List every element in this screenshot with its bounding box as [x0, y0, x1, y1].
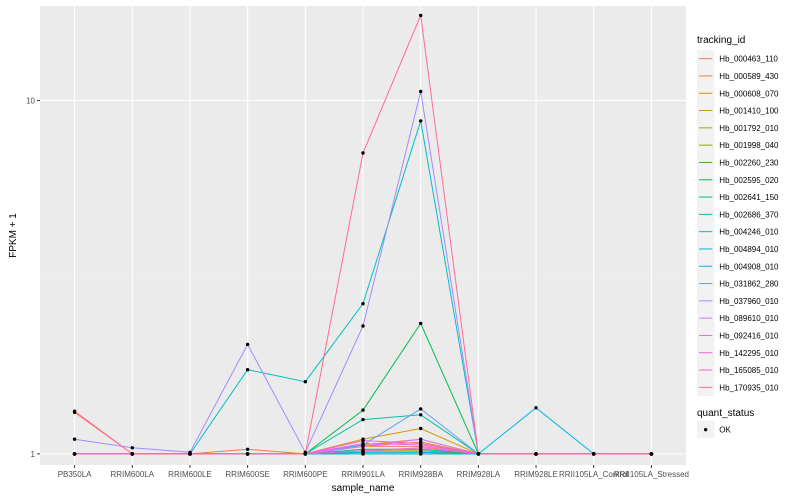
data-point-Hb_170935_010-RRIM928LE: [534, 452, 538, 456]
data-point-Hb_037960_010-RRIM928BA: [419, 89, 423, 94]
x-tick-label: RRII105LA_Control: [559, 470, 629, 479]
legend-label-Hb_002686_370: Hb_002686_370: [719, 210, 779, 219]
x-tick-label: RRIM901LA: [341, 470, 385, 479]
x-tick-label: RRIM600LA: [110, 470, 154, 479]
data-point-Hb_165085_010-RRIM928BA: [419, 441, 423, 446]
data-point-Hb_002595_020-RRIM901LA: [361, 408, 365, 412]
data-point-Hb_170935_010-RRIM600LA: [130, 452, 134, 456]
legend-label-Hb_002260_230: Hb_002260_230: [719, 158, 779, 167]
data-point-Hb_170935_010-RRIM928LA: [476, 452, 481, 456]
data-point-Hb_092416_010-RRIM901LA: [361, 441, 365, 446]
legend-label-Hb_089610_010: Hb_089610_010: [719, 314, 779, 323]
data-point-Hb_037960_010-RRIM600LA: [130, 446, 134, 450]
y-axis-title: FPKM + 1: [8, 213, 19, 258]
data-point-Hb_170935_010-RRIM600PE: [303, 452, 307, 456]
legend-label-Hb_170935_010: Hb_170935_010: [719, 383, 779, 392]
data-point-Hb_165085_010-PB350LA: [72, 452, 77, 456]
data-point-Hb_004894_010-RRIM928LE: [534, 406, 538, 410]
legend-label-Hb_000608_070: Hb_000608_070: [719, 89, 779, 98]
x-tick-label: RRII105LA_Stressed: [614, 470, 689, 479]
x-axis-title: sample_name: [332, 483, 395, 494]
data-point-Hb_170935_010-RRII105LA_Control: [592, 452, 596, 456]
data-point-Hb_170935_010-RRIM600LE: [188, 452, 192, 456]
data-point-Hb_004246_010-RRIM901LA: [361, 302, 365, 306]
data-point-Hb_037960_010-RRIM901LA: [361, 324, 365, 328]
data-point-Hb_002686_370-RRIM928BA: [419, 413, 423, 417]
legend-label-Hb_004246_010: Hb_004246_010: [719, 228, 779, 237]
shape-legend-point: [703, 427, 708, 432]
legend-label-Hb_092416_010: Hb_092416_010: [719, 331, 779, 340]
legend-label-Hb_142295_010: Hb_142295_010: [719, 349, 779, 358]
x-tick-label: RRIM928LA: [457, 470, 501, 479]
legend-title: tracking_id: [697, 35, 745, 46]
x-tick-label: RRIM928BA: [398, 470, 443, 479]
shape-legend-title: quant_status: [697, 408, 754, 419]
data-point-Hb_142295_010-RRIM901LA: [361, 449, 365, 453]
legend-label-Hb_000589_430: Hb_000589_430: [719, 72, 779, 81]
data-point-Hb_037960_010-RRIM600SE: [245, 342, 250, 347]
data-point-Hb_000589_430-RRIM600SE: [245, 447, 250, 451]
data-point-Hb_004908_010-RRIM928BA: [419, 450, 423, 454]
data-point-Hb_142295_010-RRIM928BA: [419, 446, 423, 450]
y-axis: 1 10: [26, 96, 40, 459]
data-point-Hb_170935_010-RRIM928BA: [419, 13, 423, 18]
y-tick-label: 10: [26, 96, 35, 105]
data-points: [72, 13, 654, 456]
x-tick-label: RRIM600LE: [168, 470, 212, 479]
x-axis: PB350LA RRIM600LA RRIM600LE RRIM600SE RRIM60…: [58, 465, 689, 479]
data-point-Hb_037960_010-PB350LA: [72, 437, 77, 441]
legend-label-Hb_001792_010: Hb_001792_010: [719, 124, 779, 133]
data-point-Hb_031862_280-RRIM928BA: [419, 407, 423, 411]
shape-legend-label: OK: [719, 426, 731, 435]
data-point-Hb_089610_010-RRIM901LA: [361, 444, 365, 449]
x-tick-label: PB350LA: [58, 470, 92, 479]
legend-label-Hb_165085_010: Hb_165085_010: [719, 366, 779, 375]
data-point-Hb_000608_070-RRIM928BA: [419, 426, 423, 431]
data-point-Hb_004246_010-RRIM928BA: [419, 119, 423, 123]
legend-label-Hb_002641_150: Hb_002641_150: [719, 193, 779, 202]
data-point-Hb_004246_010-RRIM600SE: [245, 368, 250, 372]
legend-label-Hb_002595_020: Hb_002595_020: [719, 176, 779, 185]
legend-label-Hb_004894_010: Hb_004894_010: [719, 245, 779, 254]
data-point-Hb_165085_010-RRIM901LA: [361, 438, 365, 443]
legend-label-Hb_001998_040: Hb_001998_040: [719, 141, 779, 150]
legend-label-Hb_004908_010: Hb_004908_010: [719, 262, 779, 271]
data-point-Hb_002595_020-RRIM928BA: [419, 321, 423, 326]
data-point-Hb_002686_370-RRIM901LA: [361, 417, 365, 422]
x-tick-label: RRIM928LE: [514, 470, 558, 479]
data-point-Hb_004246_010-RRIM600PE: [303, 380, 307, 384]
legend-label-Hb_000463_110: Hb_000463_110: [719, 55, 778, 64]
legend-label-Hb_037960_010: Hb_037960_010: [719, 297, 779, 306]
legend-tracking-id: tracking_id Hb_000463_110 Hb_000589_430 Hb…: [697, 35, 779, 396]
x-tick-label: RRIM600PE: [283, 470, 327, 479]
x-tick-label: RRIM600SE: [225, 470, 269, 479]
data-point-Hb_170935_010-RRII105LA_Stressed: [649, 452, 654, 456]
legend-quant-status: quant_status OK: [697, 408, 754, 439]
data-point-Hb_170935_010-PB350LA: [72, 409, 77, 413]
legend-label-Hb_031862_280: Hb_031862_280: [719, 280, 779, 289]
data-point-Hb_089610_010-RRIM928BA: [419, 437, 423, 441]
legend-label-Hb_001410_100: Hb_001410_100: [719, 107, 779, 116]
data-point-Hb_170935_010-RRIM600SE: [245, 452, 250, 456]
y-tick-label: 1: [31, 450, 36, 459]
data-point-Hb_170935_010-RRIM901LA: [361, 151, 365, 155]
